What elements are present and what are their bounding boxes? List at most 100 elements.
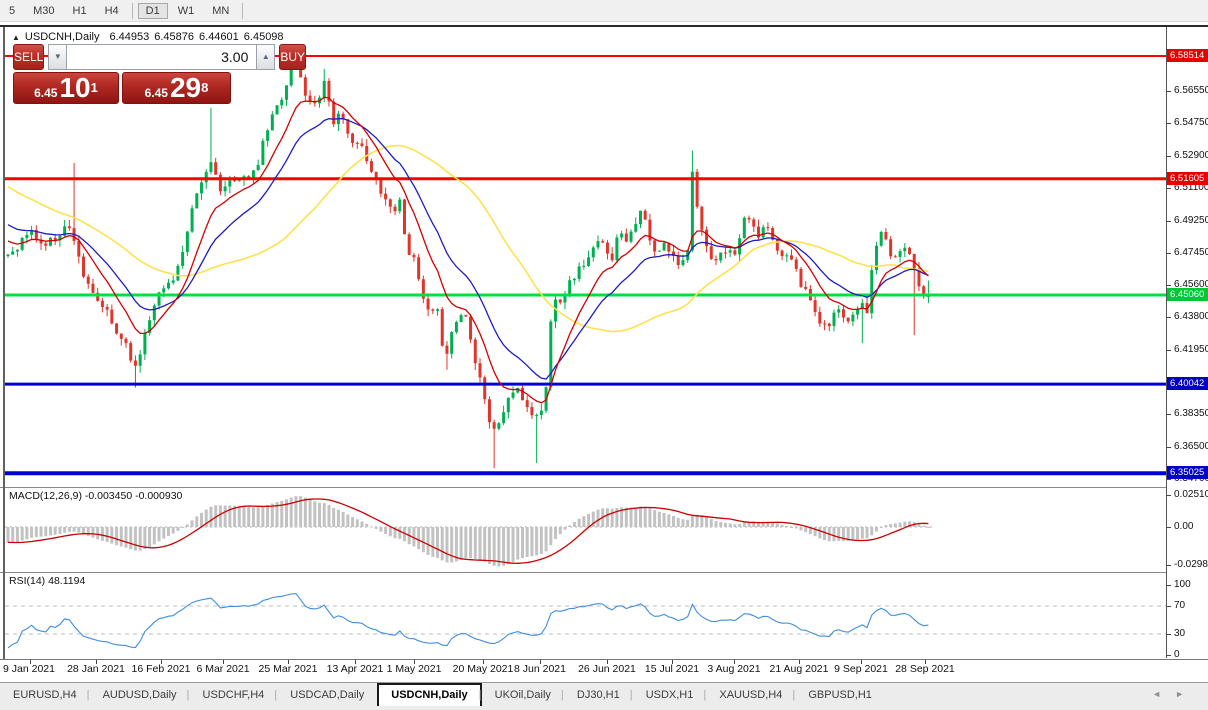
tab-scroll-arrows: ◄► (1152, 689, 1198, 699)
chart-tabs-bar: EURUSD,H4 AUDUSD,DailyUSDCHF,H4USDCAD,Dai… (0, 682, 1208, 710)
pane-separator[interactable] (0, 572, 1208, 573)
macd-tick-mark (1167, 527, 1171, 528)
date-label: 1 May 2021 (386, 663, 442, 675)
macd-tick-label: 0.025108 (1174, 489, 1208, 500)
rsi-tick-label: 70 (1174, 600, 1186, 611)
rsi-canvas[interactable] (5, 573, 1166, 658)
date-tick-mark (483, 660, 484, 664)
period-button-w1[interactable]: W1 (177, 4, 195, 17)
tab-dj30-h1[interactable]: DJ30,H1 (561, 685, 633, 704)
date-tick-mark (925, 660, 926, 664)
rsi-tick-mark (1167, 606, 1171, 607)
window-left-border (3, 27, 5, 680)
price-tick-mark (1167, 155, 1171, 157)
macd-tick-mark (1167, 565, 1171, 567)
price-tick-mark (1167, 317, 1171, 319)
pane-separator[interactable] (0, 487, 1208, 488)
tab-usdcad-daily[interactable]: USDCAD,Daily (274, 685, 377, 704)
price-tick-mark (1167, 252, 1171, 254)
period-button-h4[interactable]: H4 (104, 4, 119, 17)
period-button-mn[interactable]: MN (212, 4, 230, 17)
price-level-tag: 6.51605 (1167, 171, 1208, 185)
period-button-d1[interactable]: D1 (137, 2, 168, 19)
date-tick-mark (414, 660, 415, 664)
price-tick-label: 6.38350 (1174, 408, 1208, 420)
date-tick-mark (355, 660, 356, 664)
scroll-left-icon[interactable]: ◄ (1152, 689, 1176, 699)
open-value: 6.44953 (109, 31, 150, 43)
price-tick-mark (1167, 90, 1171, 92)
period-button-m30[interactable]: M30 (33, 4, 55, 17)
volume-decrease-button[interactable]: ▼ (48, 44, 68, 70)
price-tick-label: 6.45600 (1174, 279, 1208, 291)
rsi-tick-mark (1167, 655, 1171, 656)
tab-audusd-daily[interactable]: AUDUSD,Daily (87, 685, 190, 704)
date-label: 9 Jan 2021 (3, 663, 55, 675)
timeframe-toolbar: 5 M30 H1 H4 D1 W1 MN (0, 0, 1208, 22)
period-button-h1[interactable]: H1 (72, 4, 87, 17)
candlestick-canvas[interactable] (5, 27, 1166, 486)
ohlc-header: ▲ USDCNH,Daily 6.44953 6.45876 6.44601 6.4509… (12, 31, 289, 43)
ask-price-pips: 29 (169, 72, 202, 103)
date-label: 3 Aug 2021 (707, 663, 761, 675)
date-label: 25 Mar 2021 (258, 663, 318, 675)
date-tick-mark (288, 660, 289, 664)
toolbar-separator (242, 2, 244, 19)
scroll-right-icon[interactable]: ► (1175, 689, 1198, 699)
tab-ukoil-daily[interactable]: UKOil,Daily (479, 685, 564, 704)
rsi-tick-mark (1167, 634, 1171, 635)
price-level-tag: 6.35025 (1167, 466, 1208, 480)
rsi-tick-label: 30 (1174, 628, 1186, 639)
date-tick-mark (607, 660, 608, 664)
sell-button[interactable]: SELL (13, 44, 45, 70)
macd-canvas[interactable] (5, 488, 1166, 571)
date-tick-mark (734, 660, 735, 664)
price-level-tag: 6.45060 (1167, 288, 1208, 301)
price-level-tag: 6.58514 (1167, 49, 1208, 63)
date-label: 21 Aug 2021 (769, 663, 829, 675)
price-axis[interactable]: 6.56550 6.54750 6.52900 6.51100 6.49250 6.474… (1167, 27, 1208, 660)
date-tick-mark (861, 660, 862, 664)
rsi-tick-label: 100 (1174, 579, 1191, 590)
tab-eurusd-h4[interactable]: EURUSD,H4 (13, 689, 77, 701)
volume-input[interactable] (67, 44, 257, 70)
bid-quote-button[interactable]: 6.45 10 1 (13, 72, 119, 104)
price-tick-mark (1167, 285, 1171, 287)
one-click-collapse-icon[interactable]: ▲ (12, 33, 20, 42)
price-tick-label: 6.54750 (1174, 116, 1208, 128)
price-level-tag: 6.40042 (1167, 377, 1208, 391)
ask-quote-button[interactable]: 6.45 29 8 (122, 72, 231, 104)
price-axis-separator (1166, 27, 1167, 658)
chevron-down-icon: ▼ (53, 52, 62, 61)
chart-window: ▲ USDCNH,Daily 6.44953 6.45876 6.44601 6.4509… (0, 25, 1208, 680)
price-tick-label: 6.43800 (1174, 311, 1208, 323)
tab-gbpusd-h1[interactable]: GBPUSD,H1 (792, 685, 885, 704)
bid-price-pips: 10 (59, 72, 91, 103)
date-label: 6 Mar 2021 (196, 663, 250, 675)
macd-indicator-pane[interactable]: MACD(12,26,9) -0.003450 -0.000930 (5, 488, 1166, 571)
tab-usdchf-h4[interactable]: USDCHF,H4 (187, 685, 278, 704)
toolbar-separator (131, 2, 133, 19)
period-button-5[interactable]: 5 (9, 4, 16, 17)
tab-xauusd-h4[interactable]: XAUUSD,H4 (703, 685, 795, 704)
price-tick-label: 6.51100 (1174, 181, 1208, 193)
date-label: 28 Jan 2021 (67, 663, 125, 675)
date-label: 20 May 2021 (452, 663, 514, 675)
ask-price-base: 6.45 (144, 86, 168, 100)
volume-box: ▼ ▲ (48, 44, 276, 70)
tab-usdcnh-daily[interactable]: USDCNH,Daily (377, 683, 482, 706)
buy-button[interactable]: BUY (279, 44, 307, 70)
price-tick-mark (1167, 122, 1171, 124)
main-chart-pane[interactable]: ▲ USDCNH,Daily 6.44953 6.45876 6.44601 6.4509… (5, 27, 1166, 486)
volume-increase-button[interactable]: ▲ (256, 44, 276, 70)
macd-tick-label: 0.00 (1174, 521, 1194, 532)
date-axis[interactable]: 9 Jan 2021 28 Jan 2021 16 Feb 2021 6 Mar 20… (0, 659, 1208, 680)
rsi-indicator-pane[interactable]: RSI(14) 48.1194 (5, 573, 1166, 658)
price-tick-label: 6.56550 (1174, 84, 1208, 96)
macd-tick-mark (1167, 495, 1171, 496)
tab-usdx-h1[interactable]: USDX,H1 (630, 685, 707, 704)
high-value: 6.45876 (154, 31, 195, 43)
date-tick-mark (672, 660, 673, 664)
